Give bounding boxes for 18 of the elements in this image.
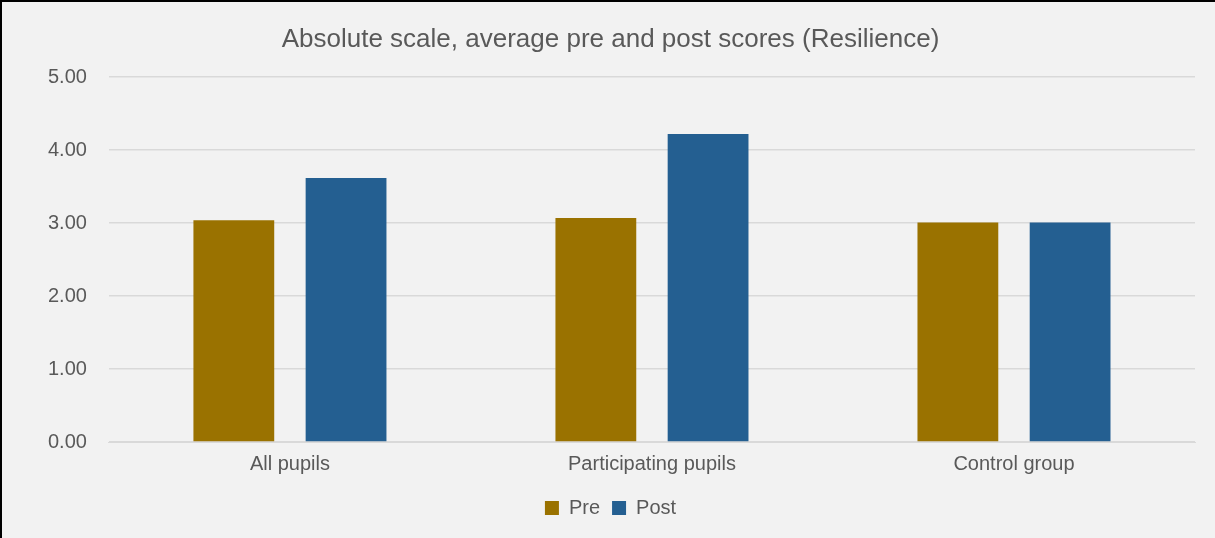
bar <box>1029 222 1111 442</box>
y-tick-label: 2.00 <box>47 283 87 306</box>
y-tick-label: 4.00 <box>47 137 87 160</box>
bar <box>305 177 387 442</box>
chart-title: Absolute scale, average pre and post scores (Resilience) <box>281 22 940 53</box>
x-tick-label: Participating pupils <box>568 451 736 474</box>
bar <box>555 218 637 442</box>
bar <box>193 220 275 442</box>
y-tick-label: 3.00 <box>47 210 87 233</box>
y-tick-label: 5.00 <box>47 64 87 87</box>
legend-label: Pre <box>568 495 601 518</box>
y-tick-label: 0.00 <box>47 429 87 452</box>
bar <box>667 134 749 442</box>
x-tick-label: Control group <box>953 451 1075 474</box>
bar <box>917 222 999 442</box>
y-tick-label: 1.00 <box>47 356 87 379</box>
x-tick-label: All pupils <box>249 451 330 474</box>
legend-label: Post <box>636 495 677 518</box>
